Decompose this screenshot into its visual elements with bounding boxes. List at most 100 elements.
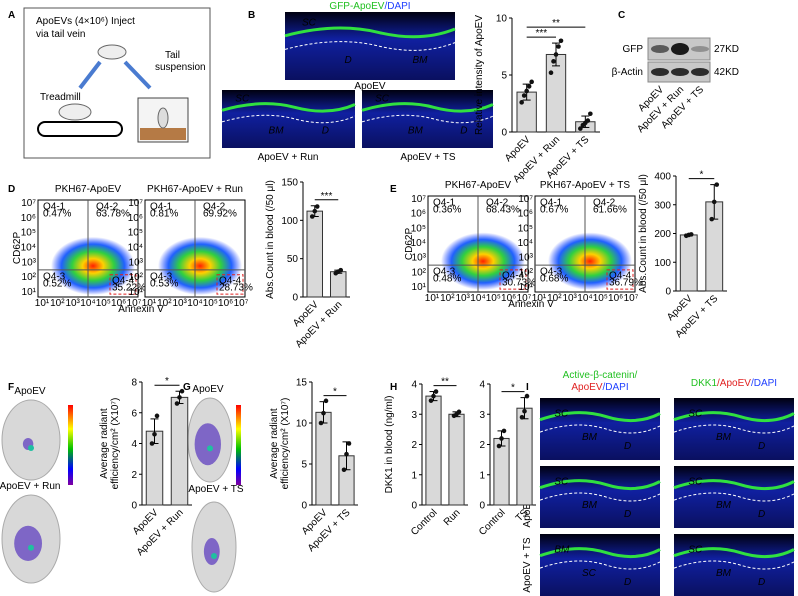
y-tick-label: 3: [411, 410, 417, 421]
data-point: [714, 182, 720, 187]
y-tick-label: 300: [654, 200, 671, 211]
data-point: [711, 199, 717, 205]
epidermis-signal: [221, 102, 356, 113]
x-tick-label: 10⁵: [203, 298, 218, 309]
y-axis-label: efficiency/cm² (X10⁷): [280, 398, 291, 490]
data-point: [524, 88, 529, 94]
x-tick-label: 10⁴: [187, 298, 202, 309]
x-tick-label: 10²: [547, 293, 562, 304]
axis-label: Annexin V: [118, 304, 164, 315]
image-caption: ApoEV + TS: [400, 152, 455, 163]
x-tick-label: 10⁶: [111, 298, 126, 309]
data-point: [585, 118, 591, 123]
y-tick-label: 1: [479, 470, 485, 481]
y-tick-label: 100: [654, 258, 671, 269]
quadrant-percent: 0.81%: [150, 209, 178, 220]
y-tick-label: 10⁶: [518, 209, 533, 220]
y-tick-label: 2: [479, 440, 485, 451]
x-tick-label: 10²: [157, 298, 172, 309]
band: [671, 43, 689, 55]
y-tick-label: 0: [131, 501, 137, 512]
panel-letter: A: [8, 10, 15, 21]
y-tick-label: 10²: [519, 267, 534, 278]
data-point: [433, 389, 439, 394]
micrograph: [362, 90, 493, 148]
data-point: [314, 204, 320, 209]
quadrant-name: Q4-1: [540, 198, 563, 209]
band: [691, 68, 709, 76]
schematic-text: suspension: [155, 62, 206, 73]
quadrant-percent: 0.47%: [43, 209, 71, 220]
x-tick-label: 10³: [562, 293, 577, 304]
boundary: [539, 424, 661, 434]
y-tick-label: 10⁵: [21, 228, 36, 239]
significance: *: [700, 170, 704, 181]
data-point: [496, 443, 502, 449]
y-axis-label: Abs.Count in blood (/50 μl): [638, 174, 649, 293]
data-point: [344, 451, 349, 457]
boundary: [673, 424, 795, 434]
y-tick-label: 10⁴: [21, 243, 36, 254]
quadrant-percent: 63.78%: [96, 209, 130, 220]
y-tick-label: 5: [501, 71, 507, 82]
region-label: SC: [582, 568, 597, 579]
quadrant-percent: 0.67%: [540, 205, 568, 216]
x-tick-label: 10³: [455, 293, 470, 304]
bar: [679, 234, 698, 292]
panel-letter: D: [8, 184, 15, 195]
data-point: [556, 44, 561, 49]
schematic-text: Tail: [165, 50, 180, 61]
region-label: BM: [269, 126, 285, 137]
epidermis-signal: [539, 479, 661, 491]
gate-box: [216, 274, 244, 295]
significance: ***: [535, 28, 547, 39]
region-label: D: [758, 441, 765, 452]
data-point: [177, 395, 182, 400]
mouse-icon: [97, 44, 127, 60]
quadrant-percent: 69.92%: [203, 209, 237, 220]
epidermis-signal: [673, 411, 795, 423]
x-tick-label: Control: [409, 507, 440, 538]
y-tick-label: 10⁴: [128, 243, 143, 254]
y-tick-label: 0: [411, 501, 417, 512]
bar: [425, 395, 442, 506]
y-tick-label: 10¹: [22, 287, 37, 298]
plot-title: PKH67-ApoEV + Run: [147, 184, 243, 195]
color-scale: [236, 405, 241, 485]
significance: ***: [321, 191, 333, 202]
y-tick-label: 10⁷: [21, 198, 36, 209]
y-tick-label: 10³: [412, 253, 427, 264]
signal: [28, 544, 34, 551]
signal: [14, 525, 43, 562]
y-tick-label: 0: [292, 293, 298, 304]
data-point: [551, 59, 556, 64]
data-point: [588, 111, 593, 117]
y-tick-label: 10⁷: [518, 194, 533, 205]
quadrant-percent: 35.22%: [112, 282, 146, 293]
x-tick-label: 10²: [50, 298, 65, 309]
quadrant-percent: 28.73%: [219, 282, 253, 293]
x-tick-label: 10⁴: [470, 293, 485, 304]
data-point: [318, 420, 324, 426]
quadrant-name: Q4-2: [593, 198, 616, 209]
panel-letter: B: [248, 10, 255, 21]
data-point: [149, 441, 155, 446]
quadrant-name: Q4-4: [502, 271, 525, 282]
micrograph: [674, 466, 794, 528]
epidermis-signal: [284, 26, 456, 39]
bar: [329, 271, 347, 298]
region-label: D: [624, 441, 631, 452]
x-tick-label: 10⁴: [577, 293, 592, 304]
region-label: SC: [302, 18, 317, 29]
bar: [493, 437, 510, 506]
mouse-icon: [58, 103, 92, 121]
stain-label: GFP-ApoEV/DAPI: [329, 1, 410, 12]
data-point: [501, 428, 507, 434]
band: [691, 46, 709, 52]
y-tick-label: 4: [479, 380, 485, 391]
x-tick-label: 10⁷: [624, 293, 639, 304]
region-label: D: [624, 509, 631, 520]
mouse-label: ApoEV + TS: [188, 484, 243, 495]
quadrant-percent: 0.36%: [433, 205, 461, 216]
